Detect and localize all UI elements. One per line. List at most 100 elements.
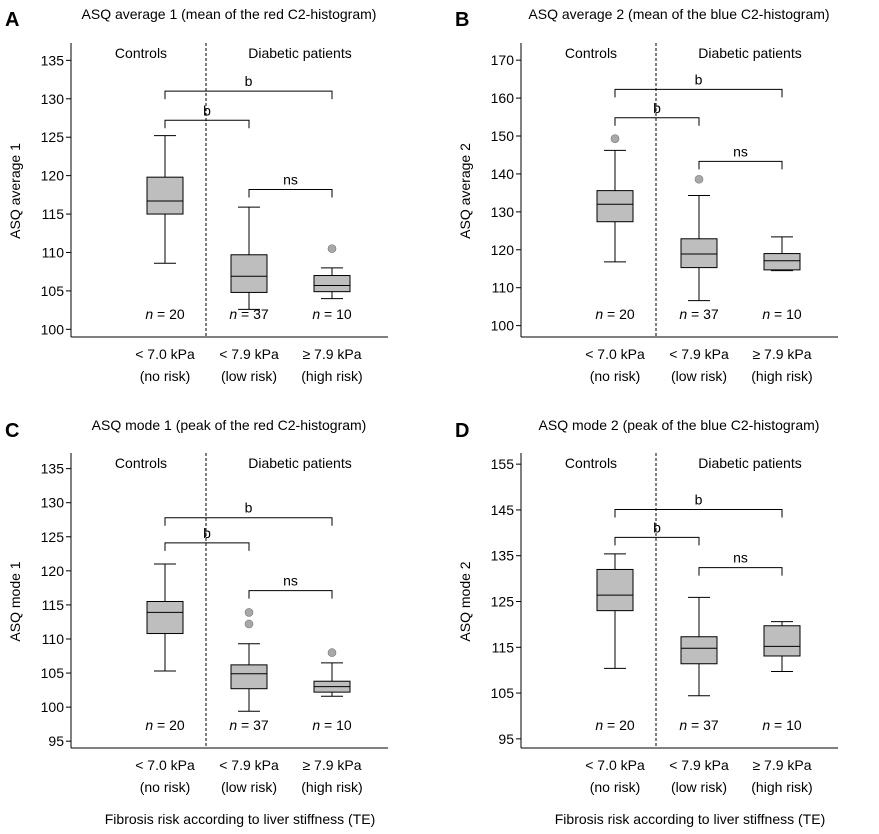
y-tick-label: 135	[491, 548, 515, 564]
chart-title: ASQ average 2 (mean of the blue C2-histo…	[528, 6, 829, 22]
significance-bracket: b	[164, 500, 333, 526]
x-tick-sublabel: (low risk)	[671, 368, 727, 384]
box-1	[596, 553, 634, 669]
x-tick-label: < 7.9 kPa	[219, 757, 279, 773]
x-tick-label: ≥ 7.9 kPa	[302, 757, 361, 773]
panel-b: B ASQ average 2 (mean of the blue C2-hist…	[455, 6, 838, 384]
y-tick-label: 95	[48, 733, 64, 749]
outlier-point	[327, 648, 337, 657]
chart-title: ASQ mode 1 (peak of the red C2-histogram…	[92, 417, 367, 433]
n-label: n = 37	[679, 306, 719, 322]
box-3	[763, 236, 801, 272]
significance-bracket: ns	[698, 550, 783, 576]
bracket-line	[248, 590, 333, 599]
significance-label: ns	[283, 573, 298, 589]
box-1	[596, 134, 634, 263]
y-tick-label: 100	[41, 321, 65, 337]
significance-label: b	[653, 519, 661, 535]
y-tick-label: 170	[491, 52, 515, 68]
box-2	[680, 596, 718, 697]
bracket-line	[698, 567, 783, 576]
box-iqr	[680, 238, 718, 269]
group-label-controls: Controls	[115, 455, 167, 471]
significance-bracket: ns	[698, 143, 783, 170]
y-tick-label: 95	[498, 731, 514, 747]
box-2	[230, 608, 268, 712]
y-tick-label: 125	[41, 129, 65, 145]
box-iqr	[146, 176, 184, 215]
y-tick-label: 130	[41, 495, 65, 511]
outlier-point	[694, 174, 704, 184]
panel-a: A ASQ average 1 (mean of the red C2-histo…	[5, 6, 388, 384]
panel-letter: B	[455, 9, 469, 31]
box-iqr	[230, 254, 268, 293]
significance-label: b	[695, 491, 703, 507]
box-1	[146, 135, 184, 264]
x-tick-sublabel: (high risk)	[751, 368, 812, 384]
significance-bracket: b	[614, 519, 700, 546]
y-tick-label: 125	[41, 529, 65, 545]
box-iqr	[596, 190, 634, 223]
panel-letter: D	[455, 420, 469, 442]
x-tick-sublabel: (no risk)	[140, 779, 191, 795]
y-tick-label: 100	[41, 699, 65, 715]
x-tick-sublabel: (no risk)	[590, 368, 641, 384]
n-label: n = 10	[312, 306, 352, 322]
significance-bracket: b	[614, 491, 783, 518]
box-3	[313, 244, 351, 300]
panel-letter: C	[5, 420, 19, 442]
box-iqr	[763, 253, 801, 271]
n-label: n = 10	[762, 717, 802, 733]
n-label: n = 20	[595, 306, 635, 322]
y-tick-label: 115	[42, 597, 65, 613]
significance-label: b	[203, 525, 211, 541]
box-2	[680, 174, 718, 302]
y-axis-label: ASQ mode 2	[457, 561, 473, 641]
x-tick-label: < 7.0 kPa	[585, 346, 645, 362]
x-tick-sublabel: (high risk)	[751, 779, 812, 795]
significance-label: b	[245, 500, 253, 516]
x-axis-label: Fibrosis risk according to liver stiffne…	[555, 811, 825, 827]
significance-bracket: b	[614, 71, 783, 98]
group-label-controls: Controls	[565, 45, 617, 61]
box-1	[146, 563, 184, 672]
x-tick-label: < 7.9 kPa	[669, 346, 729, 362]
y-tick-label: 135	[41, 461, 65, 477]
bracket-line	[614, 536, 700, 546]
x-tick-sublabel: (no risk)	[140, 368, 191, 384]
box-3	[313, 648, 351, 697]
x-tick-label: < 7.9 kPa	[219, 346, 279, 362]
box-iqr	[763, 625, 801, 657]
x-tick-sublabel: (low risk)	[671, 779, 727, 795]
x-tick-sublabel: (high risk)	[301, 779, 362, 795]
box-iqr	[313, 275, 351, 293]
bracket-line	[164, 119, 250, 129]
y-tick-label: 100	[491, 318, 515, 334]
y-tick-label: 110	[492, 280, 515, 296]
significance-bracket: ns	[248, 171, 333, 198]
group-label-diabetic: Diabetic patients	[698, 455, 802, 471]
y-tick-label: 130	[41, 91, 65, 107]
box-iqr	[596, 568, 634, 612]
y-tick-label: 115	[42, 206, 65, 222]
n-label: n = 37	[229, 306, 269, 322]
x-tick-label: ≥ 7.9 kPa	[752, 757, 811, 773]
bracket-line	[164, 542, 250, 551]
y-tick-label: 130	[491, 204, 515, 220]
significance-label: b	[653, 100, 661, 116]
bracket-line	[248, 188, 333, 198]
panel-c: C ASQ mode 1 (peak of the red C2-histogra…	[5, 417, 388, 827]
x-tick-label: < 7.9 kPa	[669, 757, 729, 773]
x-tick-sublabel: (low risk)	[221, 368, 277, 384]
bracket-line	[164, 517, 333, 526]
y-tick-label: 150	[491, 128, 515, 144]
x-tick-label: < 7.0 kPa	[585, 757, 645, 773]
y-tick-label: 155	[491, 456, 515, 472]
significance-bracket: ns	[248, 573, 333, 599]
outlier-point	[327, 244, 337, 253]
y-tick-label: 125	[491, 594, 515, 610]
box-iqr	[146, 601, 184, 635]
x-tick-sublabel: (no risk)	[590, 779, 641, 795]
group-label-diabetic: Diabetic patients	[248, 45, 352, 61]
